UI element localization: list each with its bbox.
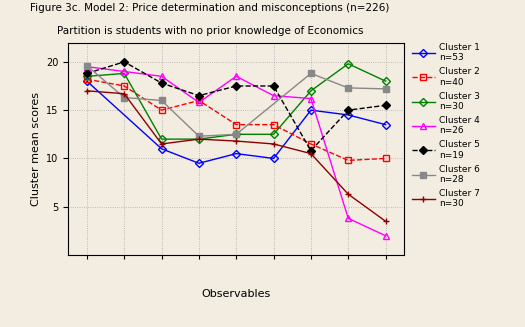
Cluster 5
n=19 xyxy=(345,108,351,112)
Cluster 5
n=19 xyxy=(159,81,165,85)
Cluster 3
n=30 xyxy=(382,79,388,83)
Cluster 6
n=28 xyxy=(345,86,351,90)
Cluster 7
n=30 xyxy=(196,137,202,141)
Cluster 7
n=30 xyxy=(84,89,90,93)
Cluster 3
n=30 xyxy=(84,74,90,78)
Cluster 2
n=40 xyxy=(84,77,90,81)
Cluster 4
n=26 xyxy=(308,96,314,100)
Cluster 3
n=30 xyxy=(308,89,314,93)
Cluster 6
n=28 xyxy=(382,87,388,91)
Line: Cluster 4
n=26: Cluster 4 n=26 xyxy=(84,64,388,238)
Cluster 2
n=40 xyxy=(382,157,388,161)
Cluster 1
n=53 xyxy=(159,147,165,151)
Text: Figure 3c. Model 2: Price determination and misconceptions (n=226): Figure 3c. Model 2: Price determination … xyxy=(30,3,390,13)
Cluster 3
n=30 xyxy=(345,62,351,66)
Cluster 4
n=26 xyxy=(84,65,90,69)
Cluster 3
n=30 xyxy=(196,137,202,141)
Cluster 1
n=53 xyxy=(270,157,277,161)
Cluster 4
n=26 xyxy=(270,94,277,97)
Cluster 4
n=26 xyxy=(159,74,165,78)
Cluster 7
n=30 xyxy=(345,192,351,196)
Cluster 3
n=30 xyxy=(270,132,277,136)
Cluster 6
n=28 xyxy=(308,72,314,76)
Cluster 7
n=30 xyxy=(270,142,277,146)
Cluster 1
n=53 xyxy=(382,123,388,127)
Cluster 2
n=40 xyxy=(196,98,202,102)
Cluster 5
n=19 xyxy=(196,94,202,97)
Cluster 6
n=28 xyxy=(84,64,90,68)
Cluster 6
n=28 xyxy=(159,98,165,102)
Cluster 7
n=30 xyxy=(382,219,388,223)
Cluster 6
n=28 xyxy=(121,95,128,99)
Legend: Cluster 1
n=53, Cluster 2
n=40, Cluster 3
n=30, Cluster 4
n=26, Cluster 5
n=19, : Cluster 1 n=53, Cluster 2 n=40, Cluster … xyxy=(412,43,480,208)
Cluster 4
n=26 xyxy=(382,234,388,238)
Cluster 3
n=30 xyxy=(233,132,239,136)
Cluster 7
n=30 xyxy=(159,142,165,146)
Cluster 7
n=30 xyxy=(233,139,239,143)
Cluster 5
n=19 xyxy=(233,84,239,88)
Cluster 2
n=40 xyxy=(308,142,314,146)
Line: Cluster 5
n=19: Cluster 5 n=19 xyxy=(84,59,388,153)
Line: Cluster 7
n=30: Cluster 7 n=30 xyxy=(83,87,389,225)
Cluster 1
n=53 xyxy=(345,113,351,117)
Cluster 5
n=19 xyxy=(84,72,90,76)
Cluster 7
n=30 xyxy=(121,92,128,96)
Cluster 6
n=28 xyxy=(196,134,202,138)
Cluster 5
n=19 xyxy=(382,103,388,107)
Y-axis label: Cluster mean scores: Cluster mean scores xyxy=(30,92,40,206)
Cluster 5
n=19 xyxy=(270,84,277,88)
X-axis label: Observables: Observables xyxy=(202,289,271,299)
Line: Cluster 2
n=40: Cluster 2 n=40 xyxy=(84,77,388,163)
Cluster 6
n=28 xyxy=(233,132,239,136)
Cluster 5
n=19 xyxy=(308,149,314,153)
Cluster 2
n=40 xyxy=(121,84,128,88)
Cluster 4
n=26 xyxy=(196,100,202,104)
Cluster 4
n=26 xyxy=(345,216,351,220)
Cluster 2
n=40 xyxy=(233,123,239,127)
Cluster 1
n=53 xyxy=(84,79,90,83)
Line: Cluster 6
n=28: Cluster 6 n=28 xyxy=(84,63,388,139)
Line: Cluster 1
n=53: Cluster 1 n=53 xyxy=(84,78,388,166)
Cluster 5
n=19 xyxy=(121,60,128,64)
Line: Cluster 3
n=30: Cluster 3 n=30 xyxy=(84,61,388,142)
Cluster 3
n=30 xyxy=(159,137,165,141)
Cluster 7
n=30 xyxy=(308,152,314,156)
Cluster 4
n=26 xyxy=(121,70,128,74)
Cluster 1
n=53 xyxy=(196,161,202,165)
Cluster 2
n=40 xyxy=(270,123,277,127)
Cluster 1
n=53 xyxy=(233,152,239,156)
Cluster 1
n=53 xyxy=(308,108,314,112)
Cluster 4
n=26 xyxy=(233,74,239,78)
Text: Partition is students with no prior knowledge of Economics: Partition is students with no prior know… xyxy=(57,26,363,36)
Cluster 2
n=40 xyxy=(345,158,351,162)
Cluster 3
n=30 xyxy=(121,72,128,76)
Cluster 2
n=40 xyxy=(159,108,165,112)
